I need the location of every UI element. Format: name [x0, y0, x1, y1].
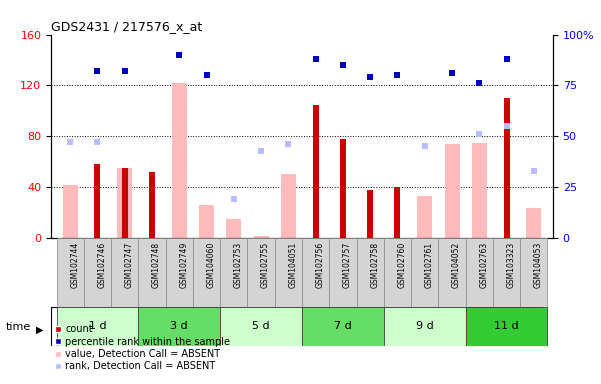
Bar: [493, 238, 520, 307]
Text: GSM102757: GSM102757: [343, 242, 352, 288]
Bar: [254, 235, 269, 238]
Text: time: time: [6, 322, 31, 332]
Bar: [220, 238, 248, 307]
Bar: [313, 104, 319, 238]
Bar: [227, 219, 242, 238]
Bar: [526, 207, 542, 238]
Text: GSM102758: GSM102758: [370, 242, 379, 288]
Legend: count, percentile rank within the sample, value, Detection Call = ABSENT, rank, : count, percentile rank within the sample…: [50, 320, 234, 375]
Text: GSM102748: GSM102748: [152, 242, 161, 288]
Text: GSM104060: GSM104060: [207, 242, 216, 288]
Bar: [504, 98, 510, 238]
Bar: [445, 144, 460, 238]
Bar: [220, 307, 302, 346]
Bar: [356, 238, 384, 307]
Bar: [111, 238, 138, 307]
Text: 3 d: 3 d: [171, 321, 188, 331]
Text: GSM102753: GSM102753: [234, 242, 243, 288]
Text: GSM102761: GSM102761: [425, 242, 434, 288]
Bar: [394, 187, 400, 238]
Text: GSM104051: GSM104051: [288, 242, 297, 288]
Bar: [84, 238, 111, 307]
Text: ▶: ▶: [36, 325, 43, 335]
Bar: [472, 143, 487, 238]
Bar: [56, 238, 84, 307]
Bar: [281, 174, 296, 238]
Text: GSM102747: GSM102747: [125, 242, 134, 288]
Bar: [138, 238, 166, 307]
Bar: [411, 238, 438, 307]
Bar: [248, 238, 275, 307]
Text: GSM102749: GSM102749: [179, 242, 188, 288]
Text: 7 d: 7 d: [334, 321, 352, 331]
Bar: [117, 168, 132, 238]
Bar: [466, 307, 548, 346]
Text: GSM102744: GSM102744: [70, 242, 79, 288]
Bar: [384, 238, 411, 307]
Text: 9 d: 9 d: [416, 321, 433, 331]
Text: GSM102763: GSM102763: [479, 242, 488, 288]
Bar: [56, 307, 138, 346]
Bar: [340, 139, 346, 238]
Bar: [302, 307, 384, 346]
Bar: [138, 307, 220, 346]
Bar: [384, 307, 466, 346]
Bar: [149, 172, 155, 238]
Text: GSM104053: GSM104053: [534, 242, 543, 288]
Bar: [520, 238, 548, 307]
Text: GSM102756: GSM102756: [316, 242, 325, 288]
Text: GSM102755: GSM102755: [261, 242, 270, 288]
Text: 11 d: 11 d: [494, 321, 519, 331]
Text: GSM102746: GSM102746: [97, 242, 106, 288]
Bar: [417, 196, 432, 238]
Text: 5 d: 5 d: [252, 321, 270, 331]
Bar: [275, 238, 302, 307]
Bar: [438, 238, 466, 307]
Bar: [166, 238, 193, 307]
Bar: [367, 190, 373, 238]
Bar: [63, 185, 78, 238]
Text: GSM103323: GSM103323: [507, 242, 516, 288]
Text: GSM104052: GSM104052: [452, 242, 461, 288]
Bar: [302, 238, 329, 307]
Bar: [329, 238, 356, 307]
Bar: [94, 164, 100, 238]
Bar: [122, 168, 128, 238]
Text: GDS2431 / 217576_x_at: GDS2431 / 217576_x_at: [51, 20, 203, 33]
Bar: [193, 238, 220, 307]
Bar: [172, 83, 187, 238]
Bar: [199, 205, 214, 238]
Text: 1 d: 1 d: [88, 321, 106, 331]
Bar: [466, 238, 493, 307]
Text: GSM102760: GSM102760: [397, 242, 406, 288]
